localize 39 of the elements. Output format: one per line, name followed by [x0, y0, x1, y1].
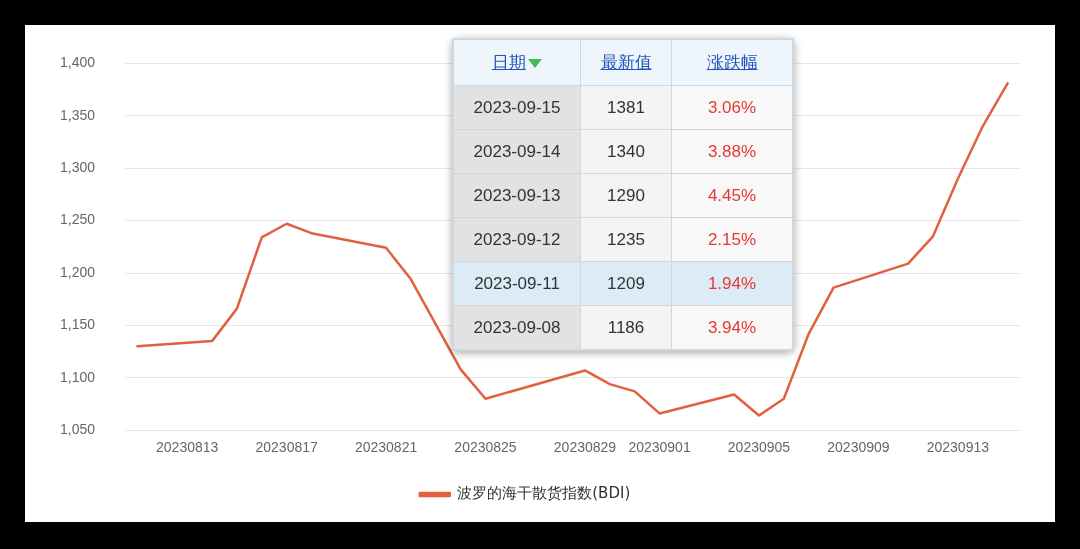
annotation: 1186	[580, 305, 672, 350]
annotation: 3.94%	[671, 305, 793, 350]
x-tick-label: 20230825	[454, 439, 517, 456]
annotation: 2023-09-13	[453, 173, 581, 218]
annotation: 2023-09-11	[453, 261, 581, 306]
legend-label: 波罗的海干散货指数(BDI)	[457, 484, 631, 503]
y-tick-label: 1,400	[59, 54, 96, 71]
x-tick-label: 20230817	[255, 439, 318, 456]
annotation: 2023-09-15	[453, 85, 581, 130]
y-tick-label: 1,250	[59, 211, 96, 228]
x-tick-label: 20230905	[727, 439, 791, 456]
annotation: 3.88%	[671, 129, 793, 174]
annotation: 1381	[580, 85, 672, 130]
annotation: 2023-09-12	[453, 217, 581, 262]
annotation: 3.06%	[671, 85, 793, 130]
x-tick-label: 20230821	[354, 439, 418, 456]
annotation: 4.45%	[671, 173, 793, 218]
annotation: 2023-09-08	[453, 305, 581, 350]
x-tick-label: 20230909	[827, 439, 890, 456]
annotation: 1235	[580, 217, 672, 262]
x-tick-label: 20230813	[156, 439, 219, 456]
annotation: 最新值	[580, 39, 672, 86]
y-tick-label: 1,150	[59, 316, 96, 333]
annotation: 1290	[580, 173, 672, 218]
y-tick-label: 1,050	[59, 421, 96, 438]
annotation: 日期	[453, 39, 581, 86]
x-tick-label: 20230913	[926, 439, 990, 456]
y-tick-label: 1,100	[59, 368, 96, 385]
x-tick-label: 20230901	[628, 439, 691, 456]
annotation: 2023-09-14	[453, 129, 581, 174]
annotation: 1209	[580, 261, 672, 306]
annotation: 1.94%	[671, 261, 793, 306]
annotation: 1340	[580, 129, 672, 174]
annotation: 涨跌幅	[671, 39, 793, 86]
x-tick-label: 20230829	[553, 439, 617, 456]
annotation: 2.15%	[671, 217, 793, 262]
y-tick-label: 1,350	[59, 106, 96, 123]
y-tick-label: 1,200	[59, 263, 96, 280]
y-tick-label: 1,300	[59, 159, 96, 176]
